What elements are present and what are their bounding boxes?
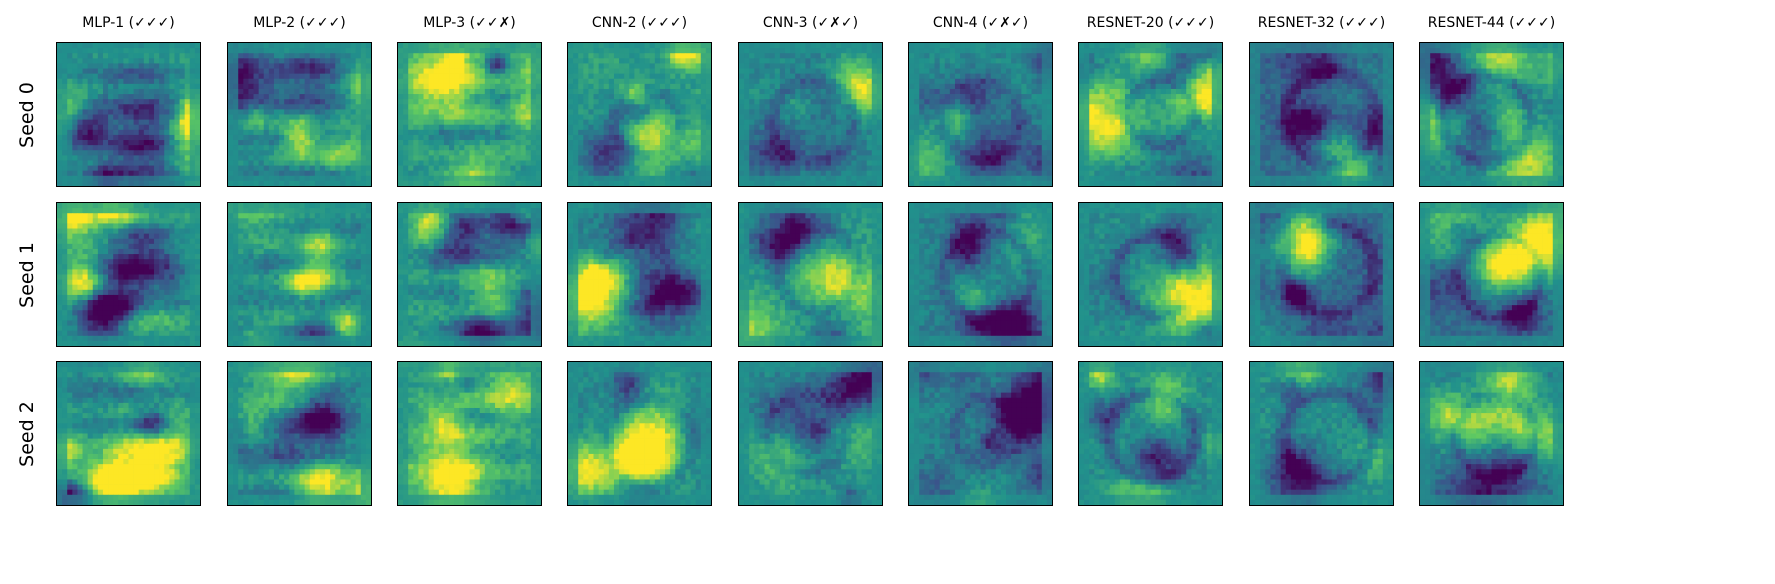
heatmap-graphic	[909, 203, 1052, 346]
saliency-map-image	[567, 202, 712, 347]
saliency-map-image	[227, 42, 372, 187]
column-title: RESNET-32 (✓✓✓)	[1227, 14, 1417, 32]
heatmap-graphic	[1250, 203, 1393, 346]
saliency-map-image	[397, 202, 542, 347]
saliency-map-image	[1419, 361, 1564, 506]
saliency-map-image	[1078, 202, 1223, 347]
heatmap-graphic	[1250, 362, 1393, 505]
heatmap-graphic	[909, 362, 1052, 505]
heatmap-graphic	[57, 362, 200, 505]
saliency-map-image	[227, 202, 372, 347]
heatmap-graphic	[1420, 43, 1563, 186]
heatmap-graphic	[398, 203, 541, 346]
heatmap-graphic	[1420, 203, 1563, 346]
column-title: CNN-3 (✓✗✓)	[716, 14, 906, 32]
saliency-map-image	[738, 202, 883, 347]
row-label: Seed 2	[16, 359, 38, 509]
saliency-map-image	[738, 42, 883, 187]
saliency-map-image	[738, 361, 883, 506]
saliency-map-image	[1249, 202, 1394, 347]
heatmap-graphic	[739, 43, 882, 186]
saliency-map-image	[227, 361, 372, 506]
saliency-map-image	[1419, 202, 1564, 347]
saliency-map-image	[56, 202, 201, 347]
column-title: RESNET-20 (✓✓✓)	[1056, 14, 1246, 32]
heatmap-graphic	[1420, 362, 1563, 505]
heatmap-graphic	[228, 362, 371, 505]
saliency-map-image	[1249, 42, 1394, 187]
row-label: Seed 1	[16, 200, 38, 350]
saliency-map-image	[1419, 42, 1564, 187]
heatmap-graphic	[568, 362, 711, 505]
saliency-map-image	[1078, 361, 1223, 506]
heatmap-graphic	[1250, 43, 1393, 186]
heatmap-graphic	[909, 43, 1052, 186]
saliency-map-image	[908, 42, 1053, 187]
saliency-map-image	[567, 42, 712, 187]
heatmap-graphic	[398, 43, 541, 186]
saliency-map-image	[908, 202, 1053, 347]
heatmap-graphic	[739, 203, 882, 346]
heatmap-graphic	[568, 43, 711, 186]
heatmap-graphic	[398, 362, 541, 505]
heatmap-graphic	[568, 203, 711, 346]
heatmap-graphic	[739, 362, 882, 505]
saliency-map-image	[56, 361, 201, 506]
heatmap-graphic	[1079, 43, 1222, 186]
heatmap-graphic	[57, 203, 200, 346]
column-title: MLP-2 (✓✓✓)	[205, 14, 395, 32]
column-title: CNN-4 (✓✗✓)	[886, 14, 1076, 32]
column-title: MLP-1 (✓✓✓)	[34, 14, 224, 32]
column-title: CNN-2 (✓✓✓)	[545, 14, 735, 32]
heatmap-graphic	[1079, 203, 1222, 346]
saliency-map-image	[56, 42, 201, 187]
row-label: Seed 0	[16, 40, 38, 190]
heatmap-graphic	[57, 43, 200, 186]
heatmap-graphic	[1079, 362, 1222, 505]
saliency-map-image	[1249, 361, 1394, 506]
saliency-map-image	[397, 361, 542, 506]
heatmap-graphic	[228, 43, 371, 186]
column-title: RESNET-44 (✓✓✓)	[1397, 14, 1587, 32]
saliency-map-image	[567, 361, 712, 506]
saliency-map-image	[397, 42, 542, 187]
saliency-map-image	[908, 361, 1053, 506]
saliency-map-image	[1078, 42, 1223, 187]
heatmap-graphic	[228, 203, 371, 346]
column-title: MLP-3 (✓✓✗)	[375, 14, 565, 32]
